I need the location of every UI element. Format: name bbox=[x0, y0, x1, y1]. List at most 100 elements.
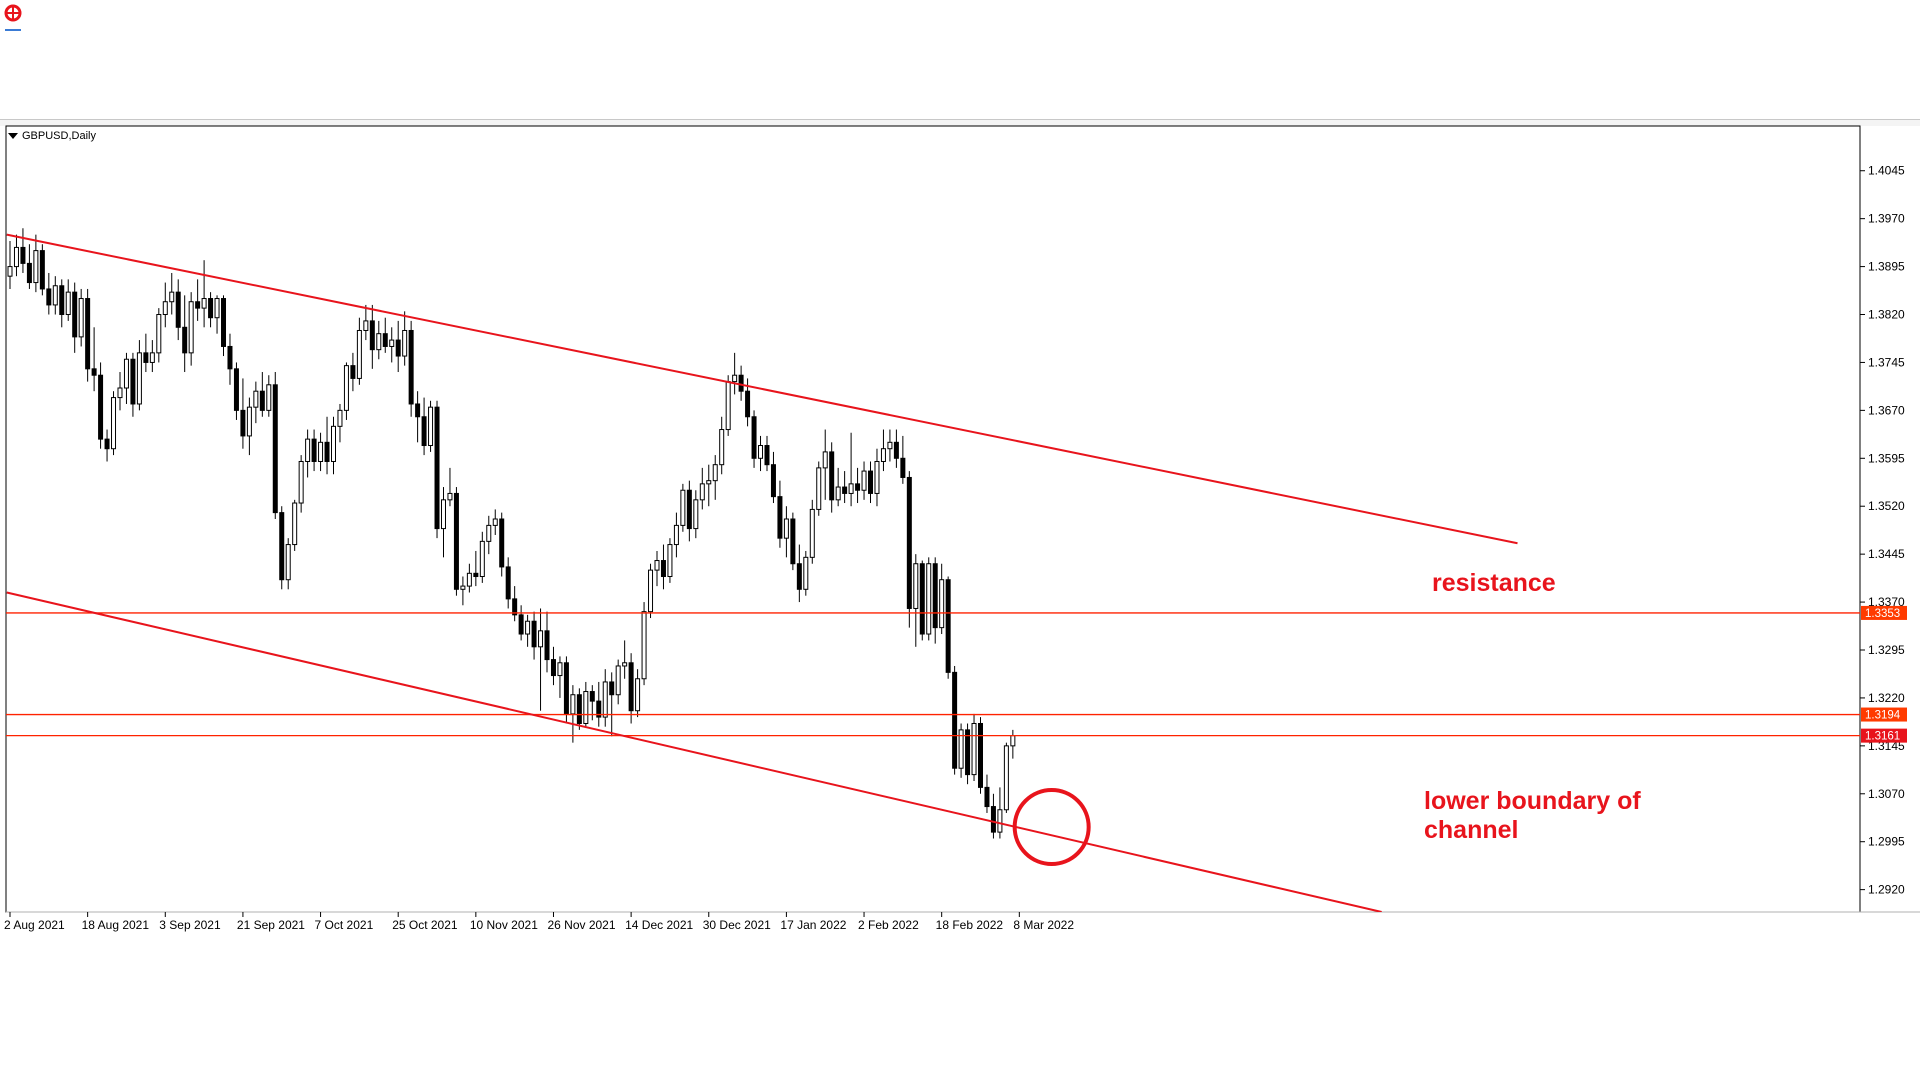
candle-body bbox=[505, 566, 511, 600]
candle-body bbox=[803, 556, 809, 590]
candle-body bbox=[72, 291, 78, 338]
price-tag bbox=[1861, 605, 1907, 620]
candle-body bbox=[415, 403, 421, 418]
candle-body bbox=[188, 301, 194, 354]
price-tag bbox=[1861, 707, 1907, 722]
candle-body bbox=[214, 298, 220, 319]
candle-body bbox=[227, 345, 233, 370]
y-tick-label: 1.3070 bbox=[1868, 787, 1905, 801]
candle-body bbox=[518, 614, 524, 635]
candle-body bbox=[984, 786, 990, 808]
candle-body bbox=[479, 540, 485, 578]
channel-line-lower[interactable] bbox=[6, 591, 1382, 912]
y-tick-label: 1.4045 bbox=[1868, 164, 1905, 178]
candle-body bbox=[324, 441, 330, 462]
candle-body bbox=[78, 298, 84, 338]
y-tick-label: 1.3895 bbox=[1868, 260, 1905, 274]
x-tick-label: 10 Nov 2021 bbox=[470, 918, 538, 932]
annotation-lower-boundary: lower boundary of channel bbox=[1424, 787, 1641, 844]
candle-body bbox=[990, 806, 996, 833]
candle-body bbox=[880, 448, 886, 462]
toolbar-strip bbox=[0, 119, 1920, 126]
x-tick-label: 26 Nov 2021 bbox=[547, 918, 615, 932]
candle-body bbox=[667, 544, 673, 578]
candle-body bbox=[706, 480, 712, 485]
candle-body bbox=[246, 406, 252, 437]
candle-body bbox=[855, 483, 861, 491]
candle-body bbox=[395, 339, 401, 357]
candle-body bbox=[318, 441, 324, 462]
candle-body bbox=[842, 486, 848, 494]
candle-body bbox=[337, 409, 343, 427]
candle-body bbox=[919, 563, 925, 635]
candle-body bbox=[20, 246, 26, 264]
candle-body bbox=[85, 298, 91, 370]
candle-body bbox=[434, 406, 440, 530]
candle-body bbox=[913, 563, 919, 609]
candle-body bbox=[609, 681, 615, 696]
candle-body bbox=[732, 374, 738, 383]
candle-body bbox=[13, 246, 19, 268]
candle-body bbox=[175, 291, 181, 328]
price-tag-label: 1.3194 bbox=[1865, 710, 1901, 722]
x-tick-label: 7 Oct 2021 bbox=[315, 918, 374, 932]
candle-body bbox=[350, 365, 356, 379]
candle-body bbox=[382, 333, 388, 347]
candle-body bbox=[764, 445, 770, 466]
candle-body bbox=[59, 285, 65, 316]
candle-body bbox=[272, 384, 278, 514]
candle-body bbox=[292, 502, 298, 546]
candle-body bbox=[945, 579, 951, 673]
candle-body bbox=[156, 314, 162, 354]
candle-body bbox=[52, 285, 58, 306]
candle-body bbox=[111, 397, 117, 450]
candle-body bbox=[91, 368, 97, 376]
candle-body bbox=[563, 662, 569, 715]
candle-body bbox=[208, 298, 214, 319]
candle-body bbox=[809, 508, 815, 558]
candle-body bbox=[331, 425, 336, 462]
candle-body bbox=[783, 518, 789, 539]
candle-body bbox=[751, 416, 757, 459]
candle-body bbox=[486, 524, 492, 542]
price-tag-label: 1.3353 bbox=[1865, 608, 1900, 620]
candle-body bbox=[758, 445, 764, 459]
candle-body bbox=[123, 358, 129, 389]
candle-body bbox=[641, 611, 647, 680]
candle-body bbox=[693, 499, 699, 530]
candle-body bbox=[816, 467, 822, 510]
candle-body bbox=[932, 563, 938, 629]
y-tick-label: 1.3670 bbox=[1868, 403, 1905, 417]
candle-body bbox=[790, 518, 796, 565]
candle-body bbox=[589, 691, 595, 702]
annotation-resistance: resistance bbox=[1432, 569, 1556, 597]
candle-body bbox=[182, 326, 188, 354]
candle-body bbox=[906, 476, 912, 609]
symbol-label[interactable]: GBPUSD,Daily bbox=[8, 130, 96, 142]
candle-body bbox=[356, 329, 362, 379]
candle-body bbox=[770, 464, 776, 498]
candle-body bbox=[453, 492, 459, 590]
candle-body bbox=[648, 569, 654, 613]
candle-body bbox=[408, 329, 414, 405]
candle-body bbox=[978, 722, 983, 788]
candle-body bbox=[1010, 735, 1016, 747]
candle-body bbox=[26, 262, 32, 284]
candle-body bbox=[615, 665, 621, 696]
candle-body bbox=[686, 489, 692, 530]
candle-body bbox=[952, 671, 958, 769]
y-tick-label: 1.3820 bbox=[1868, 308, 1905, 322]
candle-body bbox=[958, 729, 964, 769]
candle-body bbox=[829, 451, 835, 501]
candle-body bbox=[104, 438, 110, 450]
candle-body bbox=[796, 563, 802, 590]
candle-body bbox=[628, 662, 634, 712]
candle-body bbox=[868, 470, 874, 494]
channel-line-upper[interactable] bbox=[6, 233, 1518, 545]
y-tick-label: 1.3970 bbox=[1868, 212, 1905, 226]
y-tick-label: 1.3445 bbox=[1868, 547, 1905, 561]
candle-body bbox=[822, 451, 828, 469]
candle-body bbox=[201, 298, 207, 309]
